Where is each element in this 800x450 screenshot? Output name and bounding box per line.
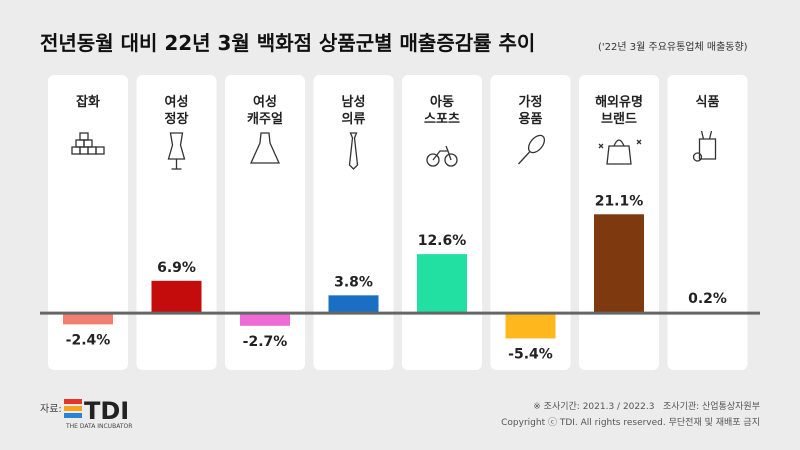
- value-label: 0.2%: [688, 291, 727, 307]
- category-label: 여성 캐주얼: [247, 95, 283, 127]
- category-label: 남성 의류: [341, 95, 366, 127]
- copyright: Copyright ⓒ TDI. All rights reserved. 무단…: [501, 416, 760, 428]
- source-label: 자료:: [40, 403, 62, 415]
- value-label: -2.7%: [243, 334, 288, 350]
- value-label: 3.8%: [334, 274, 373, 290]
- bar: [505, 313, 556, 339]
- category-label: 해외유명 브랜드: [595, 95, 643, 127]
- category-label: 잡화: [76, 95, 100, 110]
- logo-stripe: [64, 406, 82, 411]
- note: ※ 조사기간: 2021.3 / 2022.3 조사기관: 산업통상자원부: [533, 401, 760, 412]
- value-label: 21.1%: [595, 193, 644, 209]
- card: [225, 75, 305, 370]
- bar: [328, 295, 379, 314]
- category-label: 가정 용품: [518, 95, 543, 127]
- chart-subtitle: ('22년 3월 주요유통업체 매출동향): [598, 40, 748, 53]
- card: [667, 75, 748, 370]
- bar: [594, 214, 644, 314]
- card: [490, 75, 571, 370]
- bar: [240, 313, 290, 326]
- logo-sub: THE DATA INCUBATOR: [65, 423, 132, 430]
- bars: -2.4% 6.9% -2.7% 3.8% 12.6% -5.4% 21.1% 0.2%: [63, 193, 733, 362]
- card: [48, 75, 128, 370]
- logo: TDI: [84, 397, 129, 425]
- value-label: 12.6%: [418, 233, 467, 249]
- value-label: 6.9%: [157, 260, 196, 276]
- category-label: 아동 스포츠: [424, 95, 460, 127]
- chart-title: 전년동월 대비 22년 3월 백화점 상품군별 매출증감률 추이: [40, 31, 535, 55]
- bar: [417, 254, 467, 314]
- value-label: -2.4%: [66, 332, 111, 348]
- value-label: -5.4%: [508, 346, 553, 362]
- bar: [63, 313, 113, 325]
- category-label: 식품: [695, 95, 720, 110]
- logo-stripe: [64, 413, 82, 418]
- icons: [71, 130, 717, 170]
- bar: [151, 280, 202, 314]
- category-label: 여성 정장: [164, 95, 189, 127]
- logo-stripe: [64, 399, 82, 404]
